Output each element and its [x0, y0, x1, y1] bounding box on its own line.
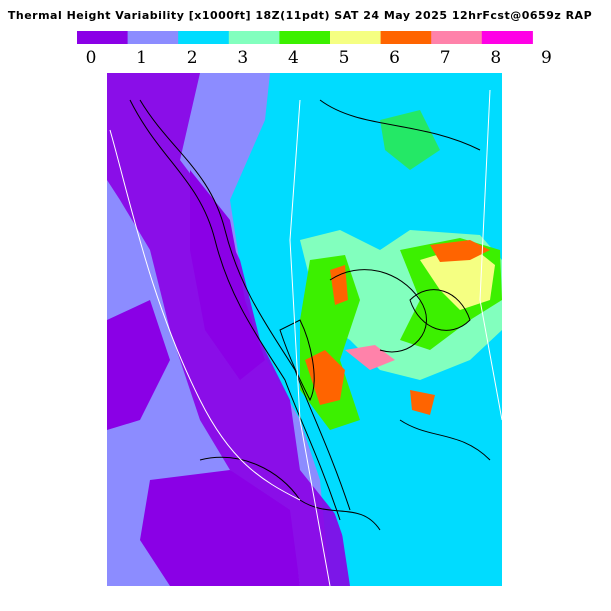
legend-label: 9 [541, 48, 552, 68]
peak-region [420, 245, 495, 310]
max-region [305, 350, 345, 405]
legend-swatch [178, 31, 230, 44]
color-legend: 0 1 2 3 4 5 6 7 8 9 [77, 31, 552, 68]
legend-label: 6 [389, 48, 400, 68]
map [107, 73, 502, 586]
ocean-patch [140, 470, 300, 586]
title: Thermal Height Variability [x1000ft] 18Z… [8, 9, 592, 22]
legend-swatch [330, 31, 382, 44]
max-region [330, 265, 348, 305]
legend-swatch [481, 31, 533, 44]
legend-label: 1 [136, 48, 147, 68]
legend-swatch [77, 31, 129, 44]
coastal-band [190, 170, 265, 380]
legend-label: 3 [237, 48, 248, 68]
ocean-patch [107, 300, 170, 430]
legend-label: 4 [288, 48, 299, 68]
legend-label: 7 [440, 48, 451, 68]
legend-label: 2 [187, 48, 198, 68]
max-region [430, 240, 490, 262]
legend-label: 5 [339, 48, 350, 68]
borders [109, 89, 502, 586]
legend-swatch [228, 31, 280, 44]
legend-swatch [380, 31, 432, 44]
legend-swatch [279, 31, 331, 44]
max-region [410, 390, 435, 415]
legend-label: 8 [490, 48, 501, 68]
legend-label: 0 [86, 48, 97, 68]
legend-swatch [431, 31, 483, 44]
legend-swatch [127, 31, 179, 44]
